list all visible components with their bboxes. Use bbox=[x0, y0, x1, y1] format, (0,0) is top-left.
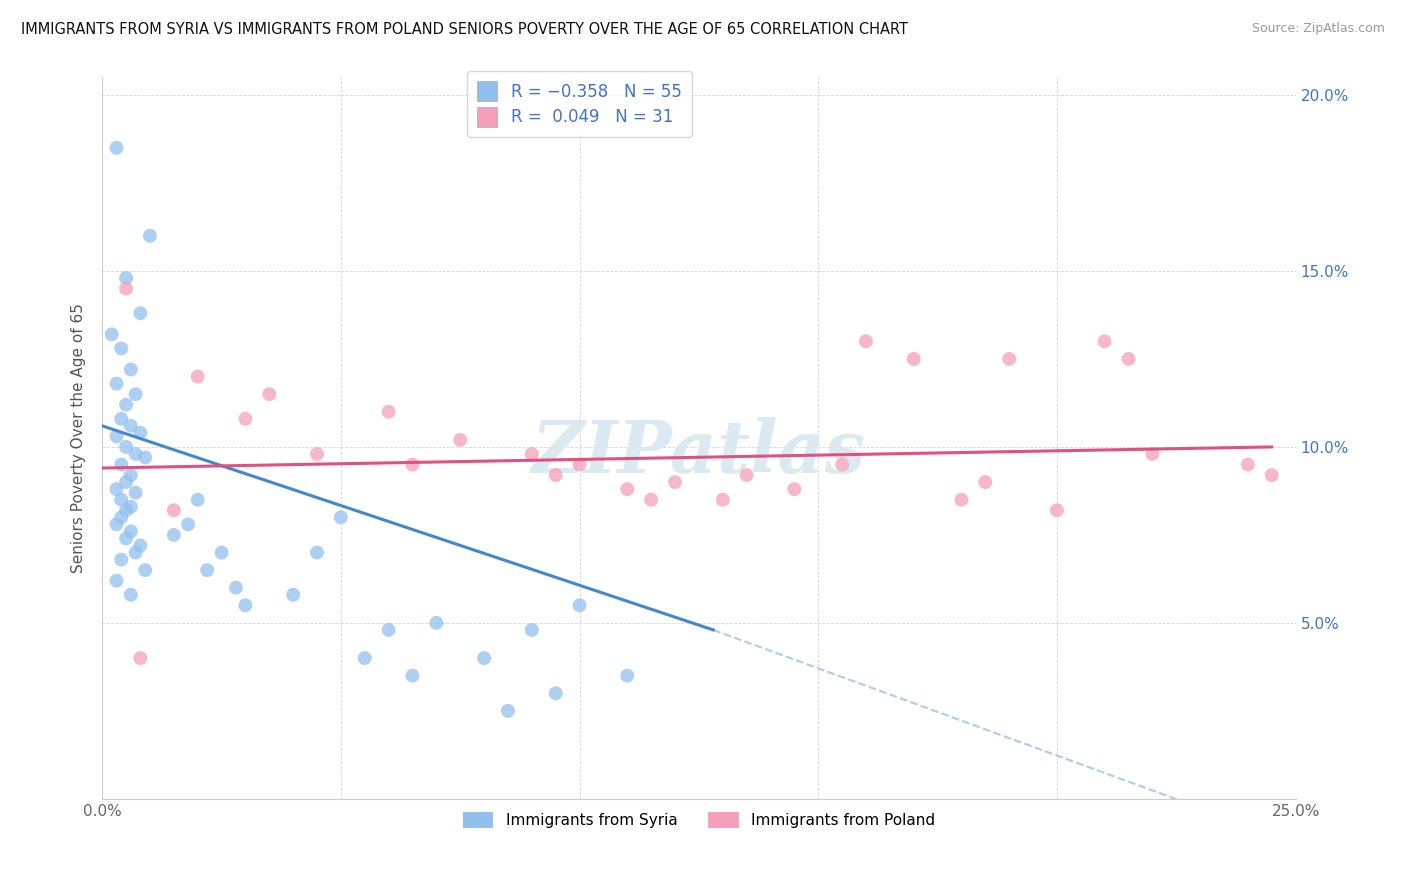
Point bbox=[225, 581, 247, 595]
Point bbox=[831, 458, 853, 472]
Point bbox=[120, 418, 142, 433]
Point bbox=[129, 651, 152, 665]
Point bbox=[120, 362, 142, 376]
Point bbox=[568, 458, 591, 472]
Point bbox=[950, 492, 973, 507]
Point bbox=[664, 475, 686, 489]
Point bbox=[110, 552, 132, 566]
Point bbox=[520, 623, 543, 637]
Point bbox=[105, 141, 128, 155]
Point bbox=[998, 351, 1021, 366]
Point bbox=[449, 433, 471, 447]
Point bbox=[711, 492, 734, 507]
Point bbox=[305, 447, 328, 461]
Point bbox=[129, 425, 152, 440]
Point bbox=[105, 482, 128, 496]
Point bbox=[120, 588, 142, 602]
Point bbox=[110, 510, 132, 524]
Point bbox=[855, 334, 877, 349]
Point bbox=[115, 271, 138, 285]
Point bbox=[259, 387, 281, 401]
Point bbox=[401, 668, 423, 682]
Point bbox=[235, 599, 257, 613]
Point bbox=[425, 615, 447, 630]
Point bbox=[115, 532, 138, 546]
Point bbox=[120, 524, 142, 539]
Point bbox=[187, 492, 209, 507]
Point bbox=[283, 588, 305, 602]
Point bbox=[520, 447, 543, 461]
Point bbox=[163, 503, 186, 517]
Point bbox=[544, 686, 567, 700]
Point bbox=[105, 517, 128, 532]
Point bbox=[139, 228, 162, 243]
Point bbox=[377, 623, 399, 637]
Point bbox=[616, 482, 638, 496]
Point bbox=[329, 510, 352, 524]
Point bbox=[115, 398, 138, 412]
Point bbox=[129, 306, 152, 320]
Point bbox=[211, 545, 233, 559]
Point bbox=[903, 351, 925, 366]
Point bbox=[640, 492, 662, 507]
Point bbox=[187, 369, 209, 384]
Point bbox=[115, 475, 138, 489]
Point bbox=[105, 574, 128, 588]
Point bbox=[134, 450, 156, 465]
Point bbox=[1094, 334, 1116, 349]
Point bbox=[110, 492, 132, 507]
Point bbox=[1142, 447, 1164, 461]
Point bbox=[124, 545, 146, 559]
Point bbox=[134, 563, 156, 577]
Point bbox=[115, 503, 138, 517]
Point bbox=[115, 282, 138, 296]
Point bbox=[353, 651, 375, 665]
Point bbox=[1237, 458, 1260, 472]
Point bbox=[235, 411, 257, 425]
Point bbox=[401, 458, 423, 472]
Point bbox=[305, 545, 328, 559]
Text: IMMIGRANTS FROM SYRIA VS IMMIGRANTS FROM POLAND SENIORS POVERTY OVER THE AGE OF : IMMIGRANTS FROM SYRIA VS IMMIGRANTS FROM… bbox=[21, 22, 908, 37]
Point bbox=[544, 468, 567, 483]
Point bbox=[1118, 351, 1140, 366]
Point bbox=[120, 500, 142, 514]
Point bbox=[616, 668, 638, 682]
Point bbox=[177, 517, 200, 532]
Point bbox=[195, 563, 218, 577]
Text: ZIPatlas: ZIPatlas bbox=[531, 417, 866, 488]
Point bbox=[163, 528, 186, 542]
Point bbox=[110, 342, 132, 356]
Point bbox=[1260, 468, 1282, 483]
Point bbox=[124, 485, 146, 500]
Point bbox=[735, 468, 758, 483]
Point bbox=[1046, 503, 1069, 517]
Point bbox=[496, 704, 519, 718]
Point bbox=[110, 411, 132, 425]
Point bbox=[129, 539, 152, 553]
Point bbox=[124, 447, 146, 461]
Point bbox=[124, 387, 146, 401]
Text: Source: ZipAtlas.com: Source: ZipAtlas.com bbox=[1251, 22, 1385, 36]
Point bbox=[568, 599, 591, 613]
Point bbox=[110, 458, 132, 472]
Point bbox=[115, 440, 138, 454]
Point bbox=[105, 429, 128, 443]
Point bbox=[120, 468, 142, 483]
Point bbox=[974, 475, 997, 489]
Point bbox=[100, 327, 122, 342]
Point bbox=[105, 376, 128, 391]
Point bbox=[377, 405, 399, 419]
Legend: Immigrants from Syria, Immigrants from Poland: Immigrants from Syria, Immigrants from P… bbox=[457, 806, 941, 835]
Point bbox=[472, 651, 495, 665]
Y-axis label: Seniors Poverty Over the Age of 65: Seniors Poverty Over the Age of 65 bbox=[72, 303, 86, 573]
Point bbox=[783, 482, 806, 496]
